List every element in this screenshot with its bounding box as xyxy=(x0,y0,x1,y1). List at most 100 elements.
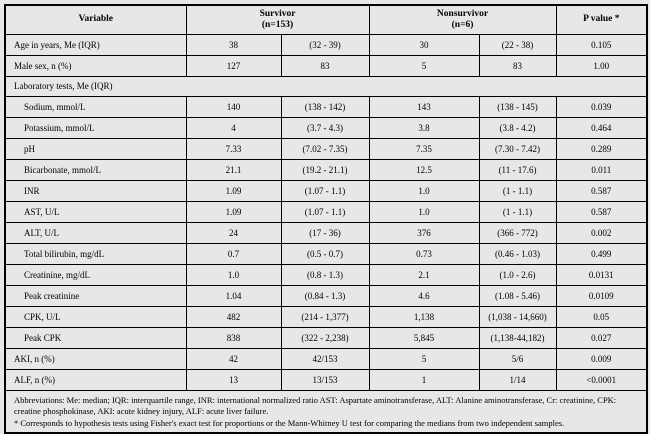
row-variable-label: AST, U/L xyxy=(4,201,187,223)
section-label: Laboratory tests, Me (IQR) xyxy=(4,76,648,97)
survivor-iqr-cell: 13/153 xyxy=(280,369,370,391)
table-body: Age in years, Me (IQR) 38 (32 - 39) 30 (22 -… xyxy=(4,34,648,391)
footnote-cell: Abbreviations: Me: median; IQR: interqua… xyxy=(4,390,648,434)
survivor-median-cell: 42 xyxy=(185,348,282,370)
survivor-iqr-cell: (1.07 - 1.1) xyxy=(280,201,370,223)
header-survivor: Survivor (n=153) xyxy=(185,4,370,35)
row-variable-label: AKI, n (%) xyxy=(4,348,187,370)
table-row: AST, U/L 1.09 (1.07 - 1.1) 1.0 (1 - 1.1) 0.58… xyxy=(4,201,648,223)
nonsurvivor-iqr-cell: 83 xyxy=(478,55,557,77)
survivor-iqr-cell: (1.07 - 1.1) xyxy=(280,180,370,202)
table-row: Peak CPK 838 (322 - 2,238) 5,845 (1,138-44,1… xyxy=(4,327,648,349)
survivor-median-cell: 38 xyxy=(185,34,282,56)
nonsurvivor-iqr-cell: (22 - 38) xyxy=(478,34,557,56)
table-row: pH 7.33 (7.02 - 7.35) 7.35 (7.30 - 7.42) 0.28… xyxy=(4,138,648,160)
survivor-iqr-cell: (214 - 1,377) xyxy=(280,306,370,328)
survivor-median-cell: 838 xyxy=(185,327,282,349)
header-survivor-n: (n=153) xyxy=(261,20,294,30)
row-variable-label: Male sex, n (%) xyxy=(4,55,187,77)
survivor-iqr-cell: (17 - 36) xyxy=(280,222,370,244)
p-value-cell: <0.0001 xyxy=(555,369,648,391)
p-value-cell: 0.289 xyxy=(555,138,648,160)
row-variable-label: Total bilirubin, mg/dL xyxy=(4,243,187,265)
header-survivor-title: Survivor xyxy=(259,8,296,19)
survivor-iqr-cell: 83 xyxy=(280,55,370,77)
table-row: AKI, n (%) 42 42/153 5 5/6 0.009 xyxy=(4,348,648,370)
survivor-iqr-cell: (322 - 2,238) xyxy=(280,327,370,349)
table-row: INR 1.09 (1.07 - 1.1) 1.0 (1 - 1.1) 0.587 xyxy=(4,180,648,202)
p-value-cell: 0.105 xyxy=(555,34,648,56)
p-value-cell: 1.00 xyxy=(555,55,648,77)
p-value-cell: 0.464 xyxy=(555,117,648,139)
survivor-iqr-cell: (138 - 142) xyxy=(280,96,370,118)
row-variable-label: ALF, n (%) xyxy=(4,369,187,391)
footnote-abbreviations: Abbreviations: Me: median; IQR: interqua… xyxy=(14,395,617,417)
table-row: Sodium, mmol/L 140 (138 - 142) 143 (138 - 14… xyxy=(4,96,648,118)
p-value-cell: 0.009 xyxy=(555,348,648,370)
nonsurvivor-iqr-cell: (138 - 145) xyxy=(478,96,557,118)
survivor-iqr-cell: (19.2 - 21.1) xyxy=(280,159,370,181)
nonsurvivor-median-cell: 0.73 xyxy=(368,243,480,265)
survivor-iqr-cell: (0.8 - 1.3) xyxy=(280,264,370,286)
row-variable-label: Bicarbonate, mmol/L xyxy=(4,159,187,181)
nonsurvivor-iqr-cell: (1 - 1.1) xyxy=(478,180,557,202)
nonsurvivor-iqr-cell: 5/6 xyxy=(478,348,557,370)
row-variable-label: ALT, U/L xyxy=(4,222,187,244)
survivor-iqr-cell: 42/153 xyxy=(280,348,370,370)
nonsurvivor-median-cell: 1 xyxy=(368,369,480,391)
p-value-cell: 0.027 xyxy=(555,327,648,349)
nonsurvivor-iqr-cell: (1.08 - 5.46) xyxy=(478,285,557,307)
survivor-nonsurvivor-statistics-table: Variable Survivor (n=153) Nonsurvivor (n… xyxy=(4,4,649,434)
row-variable-label: Potassium, mmol/L xyxy=(4,117,187,139)
table-row: CPK, U/L 482 (214 - 1,377) 1,138 (1,038 - 14… xyxy=(4,306,648,328)
p-value-cell: 0.0131 xyxy=(555,264,648,286)
header-variable: Variable xyxy=(4,4,187,35)
survivor-median-cell: 7.33 xyxy=(185,138,282,160)
p-value-cell: 0.587 xyxy=(555,180,648,202)
survivor-iqr-cell: (32 - 39) xyxy=(280,34,370,56)
nonsurvivor-median-cell: 1.0 xyxy=(368,180,480,202)
row-variable-label: pH xyxy=(4,138,187,160)
nonsurvivor-median-cell: 1.0 xyxy=(368,201,480,223)
table-row: Creatinine, mg/dL 1.0 (0.8 - 1.3) 2.1 (1.0 -… xyxy=(4,264,648,286)
table-row: Bicarbonate, mmol/L 21.1 (19.2 - 21.1) 12.5… xyxy=(4,159,648,181)
header-nonsurvivor: Nonsurvivor (n=6) xyxy=(368,4,557,35)
table-row: ALF, n (%) 13 13/153 1 1/14 <0.0001 xyxy=(4,369,648,391)
header-nonsurvivor-title: Nonsurvivor xyxy=(436,8,489,19)
survivor-median-cell: 1.0 xyxy=(185,264,282,286)
survivor-iqr-cell: (7.02 - 7.35) xyxy=(280,138,370,160)
nonsurvivor-iqr-cell: (7.30 - 7.42) xyxy=(478,138,557,160)
survivor-iqr-cell: (0.84 - 1.3) xyxy=(280,285,370,307)
nonsurvivor-median-cell: 4.6 xyxy=(368,285,480,307)
nonsurvivor-median-cell: 5 xyxy=(368,55,480,77)
nonsurvivor-median-cell: 2.1 xyxy=(368,264,480,286)
p-value-cell: 0.587 xyxy=(555,201,648,223)
nonsurvivor-iqr-cell: 1/14 xyxy=(478,369,557,391)
survivor-median-cell: 1.09 xyxy=(185,201,282,223)
table-header-row: Variable Survivor (n=153) Nonsurvivor (n… xyxy=(4,4,648,35)
footnote-statistical-tests: * Corresponds to hypothesis tests using … xyxy=(14,417,565,428)
p-value-cell: 0.0109 xyxy=(555,285,648,307)
table-row: Peak creatinine 1.04 (0.84 - 1.3) 4.6 (1.08 … xyxy=(4,285,648,307)
survivor-median-cell: 482 xyxy=(185,306,282,328)
nonsurvivor-median-cell: 12.5 xyxy=(368,159,480,181)
nonsurvivor-median-cell: 143 xyxy=(368,96,480,118)
table-row: Male sex, n (%) 127 83 5 83 1.00 xyxy=(4,55,648,77)
nonsurvivor-iqr-cell: (0.46 - 1.03) xyxy=(478,243,557,265)
table-row: ALT, U/L 24 (17 - 36) 376 (366 - 772) 0.002 xyxy=(4,222,648,244)
table-row: Potassium, mmol/L 4 (3.7 - 4.3) 3.8 (3.8 - 4… xyxy=(4,117,648,139)
nonsurvivor-median-cell: 5 xyxy=(368,348,480,370)
nonsurvivor-iqr-cell: (3.8 - 4.2) xyxy=(478,117,557,139)
survivor-median-cell: 140 xyxy=(185,96,282,118)
row-variable-label: Age in years, Me (IQR) xyxy=(4,34,187,56)
survivor-median-cell: 0.7 xyxy=(185,243,282,265)
nonsurvivor-iqr-cell: (366 - 772) xyxy=(478,222,557,244)
row-variable-label: Peak CPK xyxy=(4,327,187,349)
p-value-cell: 0.039 xyxy=(555,96,648,118)
row-variable-label: Creatinine, mg/dL xyxy=(4,264,187,286)
footnote-row: Abbreviations: Me: median; IQR: interqua… xyxy=(4,390,648,434)
header-nonsurvivor-n: (n=6) xyxy=(451,20,474,30)
nonsurvivor-iqr-cell: (1,138-44,182) xyxy=(478,327,557,349)
survivor-median-cell: 4 xyxy=(185,117,282,139)
survivor-median-cell: 24 xyxy=(185,222,282,244)
